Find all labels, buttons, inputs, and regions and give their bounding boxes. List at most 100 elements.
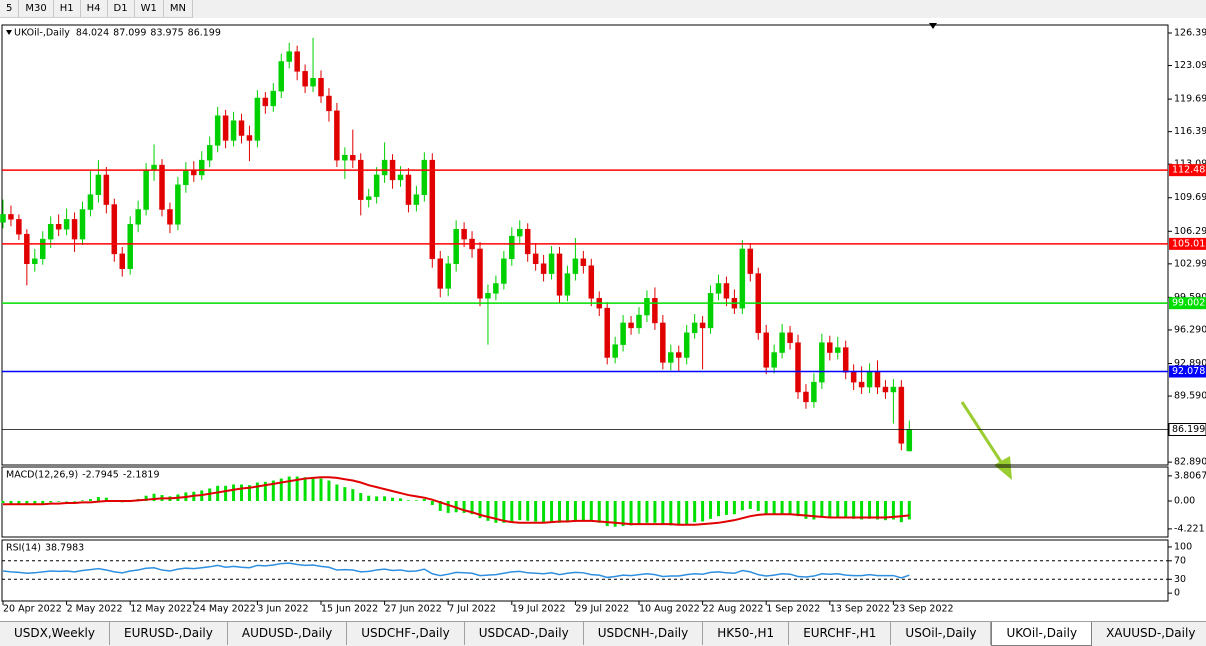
macd-bar bbox=[637, 501, 641, 525]
candle-body bbox=[413, 194, 420, 205]
candle-body bbox=[588, 265, 595, 299]
header-marker bbox=[6, 30, 12, 35]
timeframe-toolbar: 5 M30 H1 H4 D1 W1 MN bbox=[0, 0, 193, 18]
macd-bar bbox=[399, 498, 402, 502]
candle-body bbox=[628, 322, 634, 329]
ohlc-value: 84.024 bbox=[76, 28, 109, 39]
chart-tab[interactable]: XAUUSD-,Daily bbox=[1092, 622, 1206, 645]
macd-bar bbox=[430, 501, 434, 505]
trend-arrow bbox=[960, 401, 1012, 480]
macd-bar bbox=[478, 501, 482, 519]
candle-body bbox=[47, 224, 54, 240]
candle-body bbox=[246, 135, 253, 141]
macd-bar bbox=[240, 484, 243, 502]
candle-body bbox=[874, 372, 881, 388]
timeframe-button[interactable]: MN bbox=[164, 0, 193, 17]
timeframe-button[interactable]: M30 bbox=[19, 0, 54, 17]
timeframe-button[interactable]: H1 bbox=[54, 0, 81, 17]
timeframe-button[interactable]: D1 bbox=[108, 0, 135, 17]
chart-tab[interactable]: UKOil-,Daily bbox=[991, 622, 1093, 646]
level-label-box bbox=[1169, 297, 1206, 310]
candle-body bbox=[397, 174, 404, 181]
y-tick-label: -4.221 bbox=[1174, 523, 1205, 534]
macd-bar bbox=[669, 501, 673, 526]
candle-body bbox=[95, 174, 102, 195]
macd-bar bbox=[820, 501, 824, 518]
chart-tab[interactable]: USDCAD-,Daily bbox=[465, 622, 584, 645]
macd-bar bbox=[494, 501, 498, 523]
candle-body bbox=[660, 322, 666, 363]
candle-body bbox=[803, 391, 809, 403]
candle-body bbox=[556, 253, 563, 296]
candle-body bbox=[676, 352, 682, 358]
macd-bar bbox=[780, 501, 784, 514]
chart-tab[interactable]: AUDUSD-,Daily bbox=[228, 622, 348, 645]
candle-body bbox=[604, 307, 610, 358]
candle-body bbox=[461, 228, 467, 240]
chart-tab[interactable]: HK50-,H1 bbox=[703, 622, 790, 645]
y-tick-label: 109.690 bbox=[1174, 192, 1206, 203]
macd-bar bbox=[510, 501, 514, 522]
macd-bar bbox=[629, 501, 633, 526]
chart-tab[interactable]: USDX,Weekly bbox=[0, 622, 110, 645]
y-tick-label: 116.390 bbox=[1174, 126, 1206, 137]
macd-bar bbox=[263, 481, 267, 502]
macd-bar bbox=[319, 478, 323, 502]
macd-bar bbox=[891, 501, 895, 520]
macd-bar bbox=[542, 501, 546, 523]
macd-bar bbox=[772, 501, 776, 515]
macd-bar bbox=[1, 501, 5, 503]
chart-tab[interactable]: EURUSD-,Daily bbox=[110, 622, 228, 645]
y-tick-label: 126.390 bbox=[1174, 27, 1206, 38]
y-tick-label: 70 bbox=[1174, 555, 1186, 566]
chart-tab[interactable]: USDCNH-,Daily bbox=[584, 622, 704, 645]
chart-tab[interactable]: USOil-,Daily bbox=[891, 622, 992, 645]
candle-body bbox=[24, 233, 30, 264]
candle-body bbox=[715, 283, 722, 294]
candle-body bbox=[365, 196, 372, 200]
indicator-value: -2.7945 bbox=[82, 470, 119, 481]
macd-bar bbox=[740, 501, 744, 511]
candle-body bbox=[683, 332, 690, 358]
macd-bar bbox=[534, 501, 538, 522]
macd-bar bbox=[17, 501, 21, 505]
macd-bar bbox=[9, 501, 13, 504]
macd-bar bbox=[343, 487, 347, 502]
candle-body bbox=[524, 228, 531, 255]
panel-area bbox=[0, 37, 1168, 452]
macd-bar bbox=[701, 501, 705, 522]
panel-area bbox=[1, 476, 911, 527]
candle-body bbox=[183, 169, 189, 186]
candle-body bbox=[334, 110, 340, 161]
candle-body bbox=[699, 322, 706, 329]
x-tick-label: 15 Jun 2022 bbox=[321, 604, 378, 615]
timeframe-button[interactable]: H4 bbox=[81, 0, 108, 17]
macd-bar bbox=[661, 501, 665, 525]
candle-body bbox=[167, 209, 173, 225]
macd-bar bbox=[899, 501, 903, 523]
x-tick-label: 29 Jul 2022 bbox=[575, 604, 629, 615]
y-tick-label: 30 bbox=[1174, 574, 1186, 585]
candle-body bbox=[795, 342, 801, 393]
macd-bar bbox=[565, 501, 569, 523]
macd-bar bbox=[486, 501, 490, 521]
y-tick-label: 82.890 bbox=[1174, 457, 1206, 468]
macd-bar bbox=[88, 499, 92, 502]
timeframe-button[interactable]: 5 bbox=[0, 0, 20, 17]
x-tick-label: 10 Aug 2022 bbox=[639, 604, 700, 615]
macd-bar bbox=[438, 501, 442, 511]
candle-body bbox=[405, 174, 412, 205]
chart-tab[interactable]: EURCHF-,H1 bbox=[789, 622, 892, 645]
macd-bar bbox=[677, 501, 681, 526]
macd-bar bbox=[359, 493, 363, 502]
last-price-label: 86.199 bbox=[1172, 424, 1205, 435]
macd-bar bbox=[255, 482, 259, 502]
chart-tab[interactable]: USDCHF-,Daily bbox=[347, 622, 465, 645]
candle-body bbox=[898, 386, 905, 444]
candle-body bbox=[779, 332, 785, 353]
timeframe-button[interactable]: W1 bbox=[135, 0, 164, 17]
macd-bar bbox=[33, 501, 37, 505]
macd-bar bbox=[383, 496, 387, 502]
candle-body bbox=[111, 204, 118, 255]
macd-bar bbox=[41, 501, 45, 504]
